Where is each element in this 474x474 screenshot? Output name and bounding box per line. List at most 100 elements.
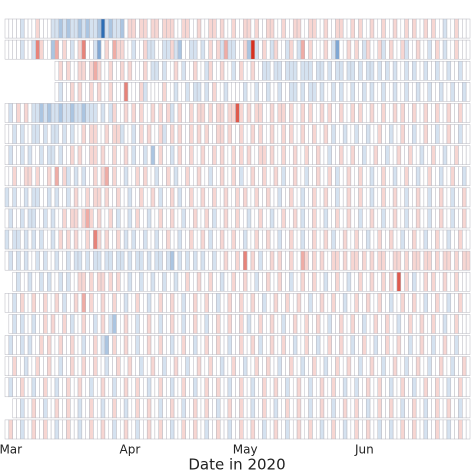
heatmap-cell bbox=[81, 103, 86, 123]
heatmap-cell bbox=[243, 377, 248, 398]
heatmap-cell bbox=[166, 60, 171, 81]
heatmap-cell bbox=[193, 356, 198, 376]
heatmap-cell bbox=[189, 145, 194, 165]
heatmap-cell bbox=[123, 398, 129, 419]
heatmap-cell bbox=[216, 166, 221, 187]
heatmap-cell bbox=[43, 377, 48, 398]
heatmap-cell bbox=[219, 335, 225, 355]
heatmap-cell bbox=[169, 419, 175, 440]
heatmap-cell bbox=[54, 124, 60, 144]
heatmap-cell bbox=[20, 250, 25, 271]
heatmap-cell bbox=[392, 82, 398, 102]
heatmap-cell bbox=[108, 271, 113, 292]
heatmap-cell bbox=[31, 356, 36, 376]
heatmap-cell bbox=[262, 103, 267, 123]
heatmap-cell bbox=[439, 271, 444, 292]
heatmap-cell bbox=[189, 187, 194, 208]
heatmap-cell bbox=[193, 166, 198, 187]
heatmap-cell bbox=[465, 250, 471, 271]
heatmap-cell bbox=[162, 335, 167, 355]
heatmap-cell bbox=[66, 419, 71, 440]
heatmap-cell bbox=[185, 335, 190, 355]
heatmap-cell bbox=[335, 145, 340, 165]
heatmap-cell bbox=[339, 208, 344, 229]
heatmap-cell bbox=[465, 166, 471, 187]
heatmap-cell bbox=[12, 18, 17, 39]
heatmap-cell bbox=[246, 82, 252, 102]
heatmap-cell bbox=[243, 229, 248, 250]
heatmap-cell bbox=[446, 398, 452, 419]
heatmap-cell bbox=[335, 356, 340, 376]
heatmap-cell bbox=[300, 335, 306, 355]
heatmap-cell bbox=[31, 250, 36, 271]
heatmap-cell bbox=[23, 124, 29, 144]
heatmap-cell bbox=[362, 398, 367, 419]
heatmap-cell bbox=[400, 82, 405, 102]
heatmap-cell bbox=[196, 335, 202, 355]
heatmap-cell bbox=[54, 145, 60, 165]
heatmap-cell bbox=[431, 166, 436, 187]
heatmap-cell bbox=[173, 271, 179, 292]
heatmap-cell bbox=[185, 293, 190, 313]
heatmap-cell bbox=[377, 60, 382, 81]
heatmap-cell bbox=[262, 293, 267, 313]
heatmap-cell bbox=[358, 398, 363, 419]
heatmap-cell bbox=[389, 314, 394, 334]
heatmap-cell bbox=[454, 314, 459, 334]
heatmap-cell bbox=[35, 187, 40, 208]
heatmap-cell bbox=[458, 103, 463, 123]
heatmap-cell bbox=[327, 419, 332, 440]
heatmap-cell bbox=[442, 250, 448, 271]
heatmap-cell bbox=[273, 229, 279, 250]
heatmap-cell bbox=[404, 271, 409, 292]
heatmap-cell bbox=[262, 250, 267, 271]
heatmap-cell bbox=[335, 39, 340, 60]
heatmap-cell bbox=[173, 356, 179, 376]
heatmap-cell bbox=[162, 271, 167, 292]
heatmap-cell bbox=[70, 187, 75, 208]
heatmap-cell bbox=[250, 398, 256, 419]
heatmap-cell bbox=[162, 187, 167, 208]
heatmap-cell bbox=[385, 419, 390, 440]
heatmap-cell bbox=[96, 356, 102, 376]
heatmap-cell bbox=[58, 18, 63, 39]
heatmap-cell bbox=[312, 314, 317, 334]
heatmap-cell bbox=[408, 82, 413, 102]
heatmap-cell bbox=[100, 145, 106, 165]
heatmap-cell bbox=[227, 271, 232, 292]
heatmap-cell bbox=[154, 60, 159, 81]
heatmap-cell bbox=[323, 314, 329, 334]
heatmap-cell bbox=[427, 124, 432, 144]
heatmap-cell bbox=[70, 39, 75, 60]
heatmap-cell bbox=[112, 166, 117, 187]
heatmap-cell bbox=[139, 377, 144, 398]
heatmap-cell bbox=[4, 18, 10, 39]
heatmap-cell bbox=[392, 124, 398, 144]
heatmap-cell bbox=[350, 419, 355, 440]
heatmap-cell bbox=[316, 103, 321, 123]
heatmap-cell bbox=[216, 103, 221, 123]
heatmap-cell bbox=[323, 419, 329, 440]
heatmap-cell bbox=[66, 208, 71, 229]
heatmap-cell bbox=[250, 103, 256, 123]
heatmap-cell bbox=[104, 60, 110, 81]
heatmap-cell bbox=[239, 60, 244, 81]
heatmap-cell bbox=[446, 419, 452, 440]
heatmap-cell bbox=[23, 187, 29, 208]
heatmap-cell bbox=[435, 250, 440, 271]
heatmap-cell bbox=[266, 229, 271, 250]
heatmap-cell bbox=[365, 124, 371, 144]
heatmap-cell bbox=[354, 208, 359, 229]
heatmap-cell bbox=[342, 60, 348, 81]
heatmap-cell bbox=[327, 335, 332, 355]
heatmap-cell bbox=[173, 60, 179, 81]
heatmap-cell bbox=[8, 335, 13, 355]
heatmap-cell bbox=[319, 377, 325, 398]
heatmap-cell bbox=[323, 166, 329, 187]
heatmap-cell bbox=[112, 103, 117, 123]
heatmap-cell bbox=[135, 229, 140, 250]
heatmap-cell bbox=[389, 145, 394, 165]
heatmap-cell bbox=[319, 250, 325, 271]
heatmap-cell bbox=[396, 39, 402, 60]
heatmap-cell bbox=[346, 39, 352, 60]
